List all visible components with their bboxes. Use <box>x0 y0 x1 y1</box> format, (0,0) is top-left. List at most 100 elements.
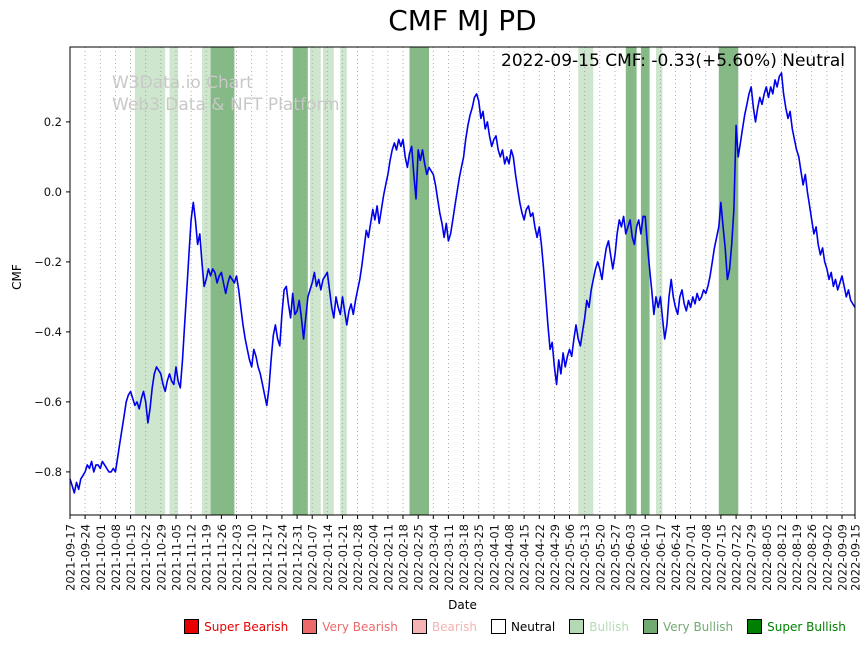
x-tick-label: 2022-08-05 <box>760 524 774 591</box>
y-axis-label: CMF <box>10 264 24 290</box>
x-tick-label: 2022-02-04 <box>366 524 380 591</box>
y-tick-label: −0.2 <box>34 255 62 269</box>
x-tick-label: 2022-08-12 <box>775 524 789 591</box>
x-tick-label: 2022-07-29 <box>745 524 759 591</box>
legend-swatch <box>569 619 585 634</box>
watermark-line2: Web3 Data & NFT Platform <box>112 95 340 115</box>
x-tick-label: 2022-09-02 <box>820 524 834 591</box>
legend-swatch <box>490 619 506 634</box>
x-tick-label: 2022-02-25 <box>412 524 426 591</box>
plot-border <box>69 46 856 516</box>
x-tick-label: 2021-11-19 <box>200 524 214 591</box>
x-tick-label: 2022-06-03 <box>624 524 638 591</box>
y-tick-label: −0.8 <box>34 465 62 479</box>
x-tick-label: 2022-06-24 <box>669 524 683 591</box>
legend-label: Super Bearish <box>204 619 289 634</box>
x-tick-label: 2021-09-24 <box>79 524 93 591</box>
legend-label: Super Bullish <box>767 619 846 634</box>
watermark-line1: W3Data.io Chart <box>112 73 253 93</box>
signal-band-very-bullish <box>409 47 429 515</box>
x-tick-label: 2022-07-01 <box>684 524 698 591</box>
x-tick-label: 2022-05-13 <box>578 524 592 591</box>
x-tick-label: 2021-11-12 <box>185 524 199 591</box>
x-tick-label: 2021-10-15 <box>124 524 138 591</box>
x-tick-label: 2021-11-05 <box>170 524 184 591</box>
legend-item-bullish: Bullish <box>569 619 629 634</box>
cmf-line-series <box>69 72 856 494</box>
signal-band-bullish <box>656 47 663 515</box>
x-tick-label: 2021-12-10 <box>245 524 259 591</box>
signal-band-very-bullish <box>292 47 308 515</box>
x-tick-label: 2022-07-08 <box>699 524 713 591</box>
x-tick-label: 2022-09-15 <box>849 524 863 591</box>
signal-band-very-bullish <box>718 47 739 515</box>
legend-label: Bearish <box>431 619 477 634</box>
x-tick-label: 2022-03-18 <box>457 524 471 591</box>
x-tick-label: 2022-04-08 <box>503 524 517 591</box>
legend: Super Bearish Very Bearish Bearish Neutral B… <box>70 619 855 634</box>
signal-band-bullish <box>578 47 594 515</box>
x-tick-label: 2021-12-17 <box>260 524 274 591</box>
x-tick-label: 2022-08-19 <box>790 524 804 591</box>
x-tick-label: 2022-09-09 <box>836 524 850 591</box>
signal-band-bullish <box>340 47 347 515</box>
legend-swatch <box>747 619 763 634</box>
x-tick-label: 2021-12-31 <box>291 524 305 591</box>
watermark: W3Data.io Chart Web3 Data & NFT Platform <box>112 72 340 116</box>
legend-item-super-bearish: Super Bearish <box>184 619 288 634</box>
signal-band-bullish <box>169 47 179 515</box>
legend-item-very-bearish: Very Bearish <box>302 619 398 634</box>
x-tick-label: 2021-12-24 <box>275 524 289 591</box>
x-tick-label: 2021-10-29 <box>154 524 168 591</box>
legend-label: Bullish <box>589 619 629 634</box>
x-tick-label: 2022-03-04 <box>427 524 441 591</box>
x-tick-label: 2021-09-17 <box>64 524 78 591</box>
legend-label: Neutral <box>510 619 556 634</box>
x-tick-label: 2022-07-22 <box>730 524 744 591</box>
y-tick-label: −0.6 <box>34 395 62 409</box>
legend-item-neutral: Neutral <box>490 619 556 634</box>
x-tick-label: 2022-04-01 <box>487 524 501 591</box>
legend-label: Very Bullish <box>662 619 734 634</box>
x-tick-label: 2022-01-28 <box>351 524 365 591</box>
x-tick-label: 2021-10-08 <box>109 524 123 591</box>
x-tick-label: 2022-05-27 <box>609 524 623 591</box>
x-tick-label: 2022-04-15 <box>518 524 532 591</box>
chart-title: CMF MJ PD <box>388 4 537 37</box>
x-tick-label: 2022-08-26 <box>805 524 819 591</box>
x-tick-label: 2021-12-03 <box>230 524 244 591</box>
latest-value-annotation: 2022-09-15 CMF: -0.33(+5.60%) Neutral <box>501 51 845 71</box>
x-tick-label: 2022-02-18 <box>397 524 411 591</box>
x-tick-label: 2022-03-11 <box>442 524 456 591</box>
y-tick-label: 0.2 <box>44 115 62 129</box>
legend-label: Very Bearish <box>322 619 398 634</box>
legend-item-super-bullish: Super Bullish <box>747 619 846 634</box>
signal-band-very-bullish <box>640 47 650 515</box>
x-tick-label: 2022-07-15 <box>714 524 728 591</box>
x-tick-label: 2022-02-11 <box>381 524 395 591</box>
x-tick-label: 2022-05-20 <box>593 524 607 591</box>
y-tick-label: −0.4 <box>34 325 62 339</box>
legend-swatch <box>302 619 318 634</box>
x-tick-label: 2022-01-14 <box>321 524 335 591</box>
x-axis-label: Date <box>448 598 477 612</box>
x-tick-label: 2021-10-22 <box>139 524 153 591</box>
x-tick-label: 2022-06-10 <box>639 524 653 591</box>
legend-swatch <box>411 619 427 634</box>
x-tick-label: 2022-04-29 <box>548 524 562 591</box>
legend-item-bearish: Bearish <box>411 619 477 634</box>
legend-swatch <box>642 619 658 634</box>
x-tick-label: 2022-03-25 <box>472 524 486 591</box>
legend-swatch <box>184 619 200 634</box>
legend-item-very-bullish: Very Bullish <box>642 619 734 634</box>
x-tick-label: 2022-06-17 <box>654 524 668 591</box>
y-tick-label: 0.0 <box>44 185 62 199</box>
x-tick-label: 2022-04-22 <box>533 524 547 591</box>
x-tick-label: 2022-05-06 <box>563 524 577 591</box>
x-tick-label: 2022-01-21 <box>336 524 350 591</box>
signal-band-bullish <box>134 47 166 515</box>
x-tick-label: 2022-01-07 <box>306 524 320 591</box>
x-tick-label: 2021-11-26 <box>215 524 229 591</box>
